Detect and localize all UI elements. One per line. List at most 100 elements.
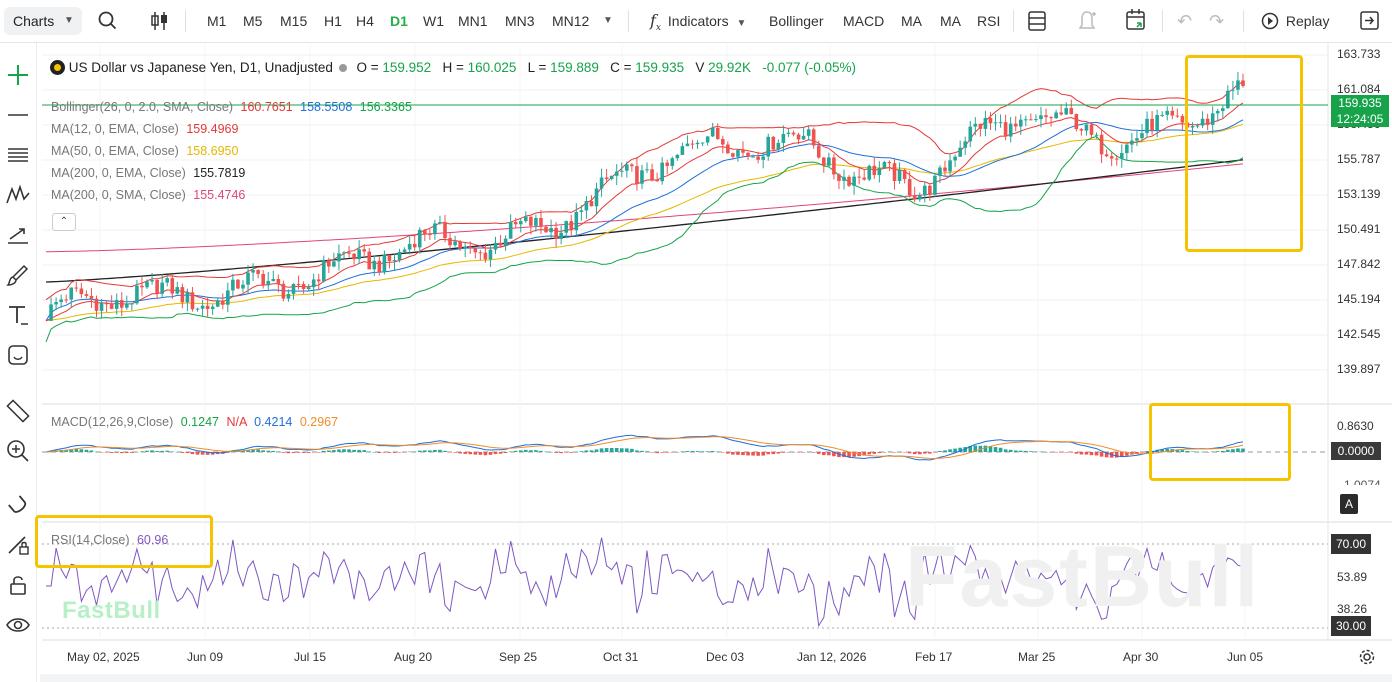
timeframe-m5[interactable]: M5	[243, 13, 263, 29]
macd-histogram-bar	[771, 452, 776, 455]
undo-icon[interactable]: ↶	[1177, 11, 1193, 31]
macd-histogram-bar	[241, 450, 245, 452]
visibility-eye-icon[interactable]	[4, 611, 32, 639]
pattern-icon[interactable]	[4, 181, 32, 209]
indicator-ema12[interactable]: MA(12, 0, EMA, Close) 159.4969	[51, 122, 238, 136]
quick-indicator-ma-2[interactable]: MA	[940, 13, 961, 29]
indicator-ema200[interactable]: MA(200, 0, EMA, Close) 155.7819	[51, 166, 245, 180]
bottom-scroll-strip[interactable]	[40, 674, 1392, 682]
crosshair-icon[interactable]	[4, 61, 32, 89]
magnet-icon[interactable]	[4, 491, 32, 519]
candle-body	[589, 201, 594, 207]
quick-indicator-rsi[interactable]: RSI	[977, 13, 1001, 29]
quick-indicator-ma-1[interactable]: MA	[901, 13, 922, 29]
candle-body	[150, 279, 154, 282]
macd-histogram-bar	[700, 451, 705, 452]
timeframe-mn12[interactable]: MN12	[552, 13, 590, 29]
quick-indicator-macd[interactable]: MACD	[843, 13, 885, 29]
candle-body	[736, 150, 740, 157]
brush-icon[interactable]	[4, 261, 32, 289]
candle-body	[700, 142, 705, 144]
collapse-legend-button[interactable]: ⌃	[52, 213, 76, 231]
macd-histogram-bar	[316, 452, 321, 453]
candle-body	[524, 216, 528, 222]
macd-histogram-bar	[332, 450, 336, 452]
calendar-icon[interactable]	[1125, 0, 1147, 42]
timeframe-w1[interactable]: W1	[423, 13, 444, 29]
indicator-sma200[interactable]: MA(200, 0, SMA, Close) 155.4746	[51, 188, 245, 202]
candle-body	[796, 134, 801, 140]
timeframe-mn3[interactable]: MN3	[505, 13, 535, 29]
chart-settings-gear-icon[interactable]	[1358, 648, 1376, 666]
fib-lines-icon[interactable]	[4, 141, 32, 169]
candle-body	[801, 135, 806, 140]
date-axis-label: Jun 09	[187, 650, 224, 664]
candle-body	[1231, 89, 1235, 91]
indicators-button[interactable]: fx Indicators ▼	[650, 0, 746, 42]
timeframe-d1[interactable]: D1	[390, 13, 408, 29]
candle-body	[786, 132, 791, 134]
timeframe-m15[interactable]: M15	[280, 13, 308, 29]
macd-histogram-bar	[619, 448, 624, 452]
timeframe-m1[interactable]: M1	[207, 13, 227, 29]
redo-icon[interactable]: ↷	[1209, 11, 1225, 31]
candle-body	[771, 136, 776, 150]
price-axis-label: 161.084	[1337, 82, 1381, 96]
macd-histogram-bar	[463, 452, 468, 454]
candle-body	[958, 147, 962, 157]
timeframe-h1[interactable]: H1	[324, 13, 342, 29]
indicator-ema50[interactable]: MA(50, 0, EMA, Close) 158.6950	[51, 144, 238, 158]
zoom-in-icon[interactable]	[4, 437, 32, 465]
macd-histogram-bar	[488, 452, 493, 455]
macd-histogram-bar	[872, 452, 877, 454]
indicator-bollinger[interactable]: Bollinger(26, 0, 2.0, SMA, Close) 160.76…	[51, 100, 412, 114]
horizontal-line-icon[interactable]	[4, 101, 32, 129]
high-label: H	[442, 60, 453, 75]
macd-histogram-bar	[524, 449, 528, 452]
candle-body	[119, 300, 124, 308]
candle-body	[1200, 118, 1205, 126]
trend-arrow-icon[interactable]	[4, 221, 32, 249]
macd-histogram-bar	[114, 452, 119, 453]
macd-histogram-bar	[140, 451, 144, 452]
exit-fullscreen-icon[interactable]	[1359, 0, 1381, 42]
timeframe-mn1[interactable]: MN1	[458, 13, 488, 29]
emoji-icon[interactable]	[4, 341, 32, 369]
macd-histogram-bar	[1069, 452, 1074, 453]
macd-histogram-bar	[988, 446, 993, 452]
lock-icon[interactable]	[4, 571, 32, 599]
layout-icon[interactable]	[1027, 0, 1047, 42]
candle-body	[205, 305, 210, 310]
candle-body	[943, 167, 947, 172]
search-icon[interactable]	[97, 0, 117, 42]
candle-body	[1220, 108, 1225, 112]
rsi-value: 60.96	[136, 533, 169, 547]
timeframe-more-chevron-icon[interactable]: ▼	[603, 15, 613, 26]
timeframe-h4[interactable]: H4	[356, 13, 374, 29]
ruler-icon[interactable]	[4, 397, 32, 425]
auto-scale-tag[interactable]: A	[1340, 494, 1358, 514]
charts-dropdown[interactable]: Charts ▼	[4, 7, 82, 35]
candle-body	[347, 252, 351, 254]
macd-histogram-bar	[286, 452, 291, 454]
candle-body	[917, 195, 922, 200]
text-tool-icon[interactable]	[4, 301, 32, 329]
replay-button[interactable]: Replay	[1260, 0, 1329, 42]
candlestick-type-icon[interactable]	[150, 0, 170, 42]
price-axis-label: 153.139	[1337, 187, 1381, 201]
alert-bell-icon[interactable]	[1077, 0, 1097, 42]
macd-legend[interactable]: MACD(12,26,9,Close) 0.1247 N/A 0.4214 0.…	[51, 415, 338, 429]
candle-body	[872, 165, 877, 176]
quick-indicator-bollinger[interactable]: Bollinger	[769, 13, 824, 29]
macd-histogram-bar	[796, 452, 801, 453]
lock-drawings-icon[interactable]	[4, 531, 32, 559]
rsi-legend[interactable]: RSI(14,Close) 60.96	[51, 533, 168, 547]
candle-body	[236, 279, 240, 289]
macd-histogram-bar	[862, 452, 867, 456]
macd-histogram-bar	[397, 452, 402, 453]
macd-histogram-bar	[94, 451, 99, 453]
indicator-value: 158.5508	[300, 100, 353, 114]
macd-histogram-bar	[604, 448, 609, 452]
candle-body	[660, 162, 664, 182]
